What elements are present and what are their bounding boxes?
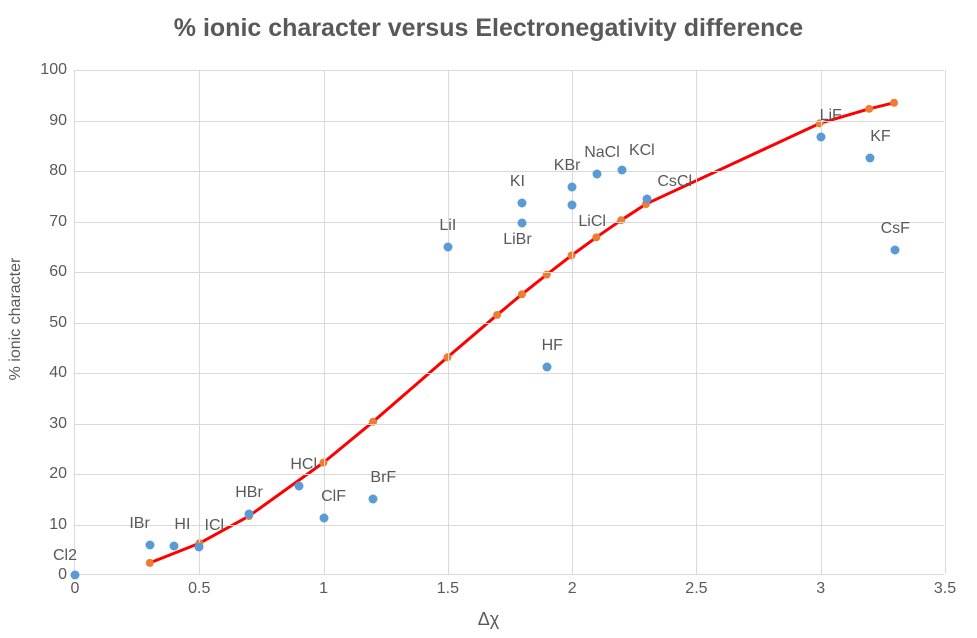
x-tick-label: 1 bbox=[319, 574, 328, 598]
scatter-label: ICl bbox=[205, 517, 225, 535]
grid-line-v bbox=[448, 70, 449, 574]
scatter-label: ClF bbox=[321, 488, 346, 506]
scatter-label: LiCl bbox=[578, 213, 606, 231]
scatter-label: LiI bbox=[439, 217, 456, 235]
y-tick-label: 50 bbox=[49, 314, 75, 332]
scatter-point bbox=[891, 245, 900, 254]
scatter-point bbox=[443, 242, 452, 251]
scatter-point bbox=[568, 182, 577, 191]
plot-area: 010203040506070809010000.511.522.533.5Cl… bbox=[74, 70, 944, 575]
scatter-point bbox=[369, 494, 378, 503]
scatter-label: NaCl bbox=[584, 144, 620, 162]
y-tick-label: 90 bbox=[49, 112, 75, 130]
grid-line-v bbox=[821, 70, 822, 574]
scatter-point bbox=[294, 481, 303, 490]
y-tick-label: 60 bbox=[49, 263, 75, 281]
scatter-label: Cl2 bbox=[53, 547, 77, 565]
y-tick-label: 30 bbox=[49, 415, 75, 433]
curve-marker bbox=[146, 559, 154, 567]
scatter-label: KCl bbox=[629, 142, 655, 160]
grid-line-h bbox=[75, 424, 944, 425]
scatter-point bbox=[195, 543, 204, 552]
grid-line-h bbox=[75, 474, 944, 475]
y-tick-label: 20 bbox=[49, 465, 75, 483]
grid-line-h bbox=[75, 373, 944, 374]
scatter-label: CsCl bbox=[657, 173, 692, 191]
grid-line-v bbox=[572, 70, 573, 574]
y-tick-label: 10 bbox=[49, 516, 75, 534]
curve-marker bbox=[493, 311, 501, 319]
scatter-point bbox=[543, 362, 552, 371]
grid-line-v bbox=[945, 70, 946, 574]
scatter-label: BrF bbox=[370, 469, 396, 487]
x-tick-label: 1.5 bbox=[437, 574, 459, 598]
y-tick-label: 40 bbox=[49, 364, 75, 382]
scatter-label: HBr bbox=[235, 484, 263, 502]
curve-marker bbox=[890, 99, 898, 107]
x-tick-label: 0.5 bbox=[188, 574, 210, 598]
scatter-label: KI bbox=[510, 173, 525, 191]
scatter-point bbox=[568, 201, 577, 210]
scatter-point bbox=[319, 514, 328, 523]
y-tick-label: 80 bbox=[49, 162, 75, 180]
scatter-label: KF bbox=[870, 128, 890, 146]
y-tick-label: 70 bbox=[49, 213, 75, 231]
grid-line-v bbox=[199, 70, 200, 574]
scatter-point bbox=[816, 133, 825, 142]
y-tick-label: 100 bbox=[40, 61, 75, 79]
x-tick-label: 3 bbox=[816, 574, 825, 598]
x-tick-label: 3.5 bbox=[934, 574, 956, 598]
chart-container: % ionic character versus Electronegativi… bbox=[0, 0, 977, 638]
scatter-label: HF bbox=[542, 337, 563, 355]
grid-line-h bbox=[75, 272, 944, 273]
scatter-point bbox=[170, 542, 179, 551]
x-tick-label: 2 bbox=[568, 574, 577, 598]
scatter-label: HCl bbox=[290, 456, 317, 474]
scatter-point bbox=[642, 195, 651, 204]
scatter-label: LiF bbox=[820, 107, 842, 125]
curve-marker bbox=[518, 290, 526, 298]
curve-marker bbox=[617, 216, 625, 224]
scatter-point bbox=[518, 198, 527, 207]
scatter-label: IBr bbox=[129, 515, 149, 533]
scatter-label: KBr bbox=[554, 157, 581, 175]
scatter-point bbox=[518, 218, 527, 227]
x-axis-label: Δχ bbox=[478, 609, 499, 630]
curve-marker bbox=[592, 233, 600, 241]
scatter-point bbox=[866, 154, 875, 163]
scatter-point bbox=[593, 170, 602, 179]
grid-line-h bbox=[75, 323, 944, 324]
grid-line-h bbox=[75, 222, 944, 223]
scatter-point bbox=[617, 166, 626, 175]
y-axis-label: % ionic character bbox=[7, 258, 25, 381]
scatter-label: LiBr bbox=[503, 231, 531, 249]
scatter-point bbox=[245, 510, 254, 519]
x-tick-label: 2.5 bbox=[685, 574, 707, 598]
scatter-label: HI bbox=[174, 516, 190, 534]
scatter-point bbox=[145, 541, 154, 550]
grid-line-h bbox=[75, 70, 944, 71]
scatter-point bbox=[71, 571, 80, 580]
grid-line-v bbox=[696, 70, 697, 574]
curve-marker bbox=[865, 105, 873, 113]
grid-line-h bbox=[75, 121, 944, 122]
chart-title: % ionic character versus Electronegativi… bbox=[0, 14, 977, 43]
scatter-label: CsF bbox=[881, 220, 910, 238]
curve-marker bbox=[369, 418, 377, 426]
